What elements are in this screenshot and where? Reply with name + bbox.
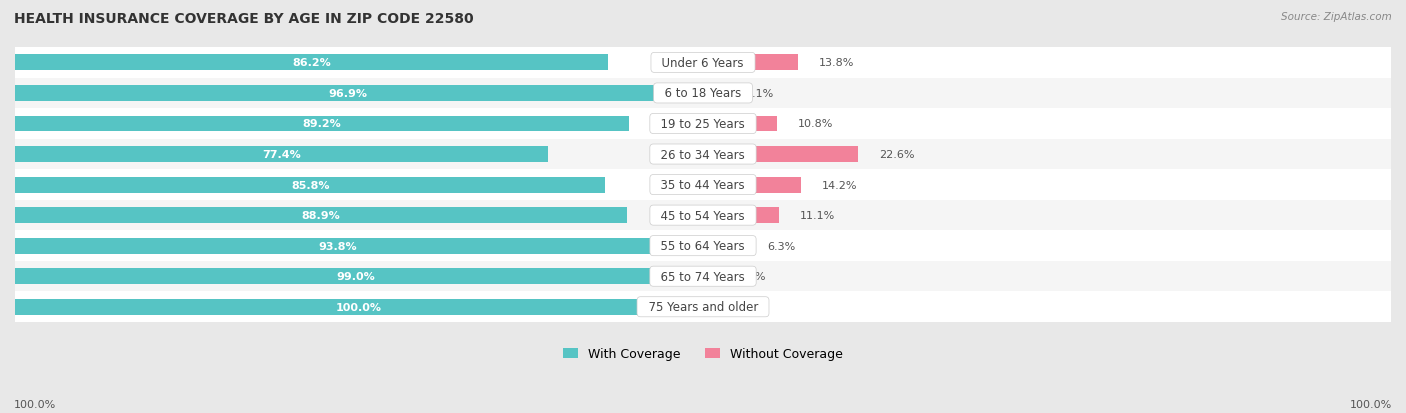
Text: 75 Years and older: 75 Years and older <box>641 301 765 313</box>
Bar <box>703 238 747 254</box>
Bar <box>15 200 1391 231</box>
Text: 0.0%: 0.0% <box>724 302 752 312</box>
Text: 6.3%: 6.3% <box>768 241 796 251</box>
Bar <box>15 55 607 71</box>
Text: 35 to 44 Years: 35 to 44 Years <box>654 179 752 192</box>
Text: 93.8%: 93.8% <box>318 241 357 251</box>
Legend: With Coverage, Without Coverage: With Coverage, Without Coverage <box>558 342 848 366</box>
Text: 14.2%: 14.2% <box>821 180 856 190</box>
Bar <box>15 238 661 254</box>
Text: 96.9%: 96.9% <box>329 89 368 99</box>
Text: 89.2%: 89.2% <box>302 119 342 129</box>
Text: 86.2%: 86.2% <box>292 58 330 68</box>
Text: HEALTH INSURANCE COVERAGE BY AGE IN ZIP CODE 22580: HEALTH INSURANCE COVERAGE BY AGE IN ZIP … <box>14 12 474 26</box>
Text: 26 to 34 Years: 26 to 34 Years <box>654 148 752 161</box>
Bar <box>15 48 1391 78</box>
Text: 3.1%: 3.1% <box>745 89 773 99</box>
Text: Under 6 Years: Under 6 Years <box>655 57 751 70</box>
Bar <box>703 208 779 223</box>
Bar <box>15 261 1391 292</box>
Text: Source: ZipAtlas.com: Source: ZipAtlas.com <box>1281 12 1392 22</box>
Text: 13.8%: 13.8% <box>818 58 853 68</box>
Text: 85.8%: 85.8% <box>291 180 329 190</box>
Bar <box>15 147 547 163</box>
Bar <box>15 116 628 132</box>
Text: 99.0%: 99.0% <box>336 272 375 282</box>
Bar <box>15 268 696 285</box>
Text: 77.4%: 77.4% <box>262 150 301 160</box>
Bar <box>703 268 710 285</box>
Bar <box>15 170 1391 200</box>
Text: 11.1%: 11.1% <box>800 211 835 221</box>
Bar <box>15 86 682 102</box>
Bar <box>703 147 859 163</box>
Text: 88.9%: 88.9% <box>301 211 340 221</box>
Bar <box>15 78 1391 109</box>
Text: 0.99%: 0.99% <box>731 272 766 282</box>
Bar <box>15 231 1391 261</box>
Text: 10.8%: 10.8% <box>799 119 834 129</box>
Bar <box>703 86 724 102</box>
Text: 45 to 54 Years: 45 to 54 Years <box>654 209 752 222</box>
Text: 19 to 25 Years: 19 to 25 Years <box>654 118 752 131</box>
Bar <box>703 116 778 132</box>
Text: 100.0%: 100.0% <box>14 399 56 409</box>
Bar <box>15 177 606 193</box>
Bar <box>15 109 1391 140</box>
Bar <box>15 292 1391 322</box>
Bar <box>15 140 1391 170</box>
Bar <box>15 299 703 315</box>
Text: 100.0%: 100.0% <box>1350 399 1392 409</box>
Bar <box>703 177 800 193</box>
Bar <box>703 55 799 71</box>
Text: 100.0%: 100.0% <box>336 302 382 312</box>
Text: 22.6%: 22.6% <box>879 150 915 160</box>
Bar <box>15 208 627 223</box>
Text: 55 to 64 Years: 55 to 64 Years <box>654 240 752 253</box>
Text: 6 to 18 Years: 6 to 18 Years <box>657 87 749 100</box>
Text: 65 to 74 Years: 65 to 74 Years <box>654 270 752 283</box>
